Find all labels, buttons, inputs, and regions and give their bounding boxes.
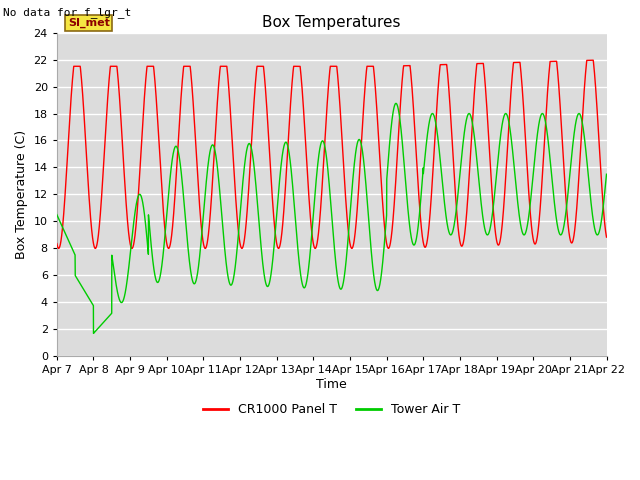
Text: SI_met: SI_met <box>68 18 109 28</box>
Y-axis label: Box Temperature (C): Box Temperature (C) <box>15 130 28 259</box>
Title: Box Temperatures: Box Temperatures <box>262 15 401 30</box>
X-axis label: Time: Time <box>316 378 347 391</box>
Text: No data for f_lgr_t: No data for f_lgr_t <box>3 7 131 18</box>
Legend: CR1000 Panel T, Tower Air T: CR1000 Panel T, Tower Air T <box>198 398 465 421</box>
